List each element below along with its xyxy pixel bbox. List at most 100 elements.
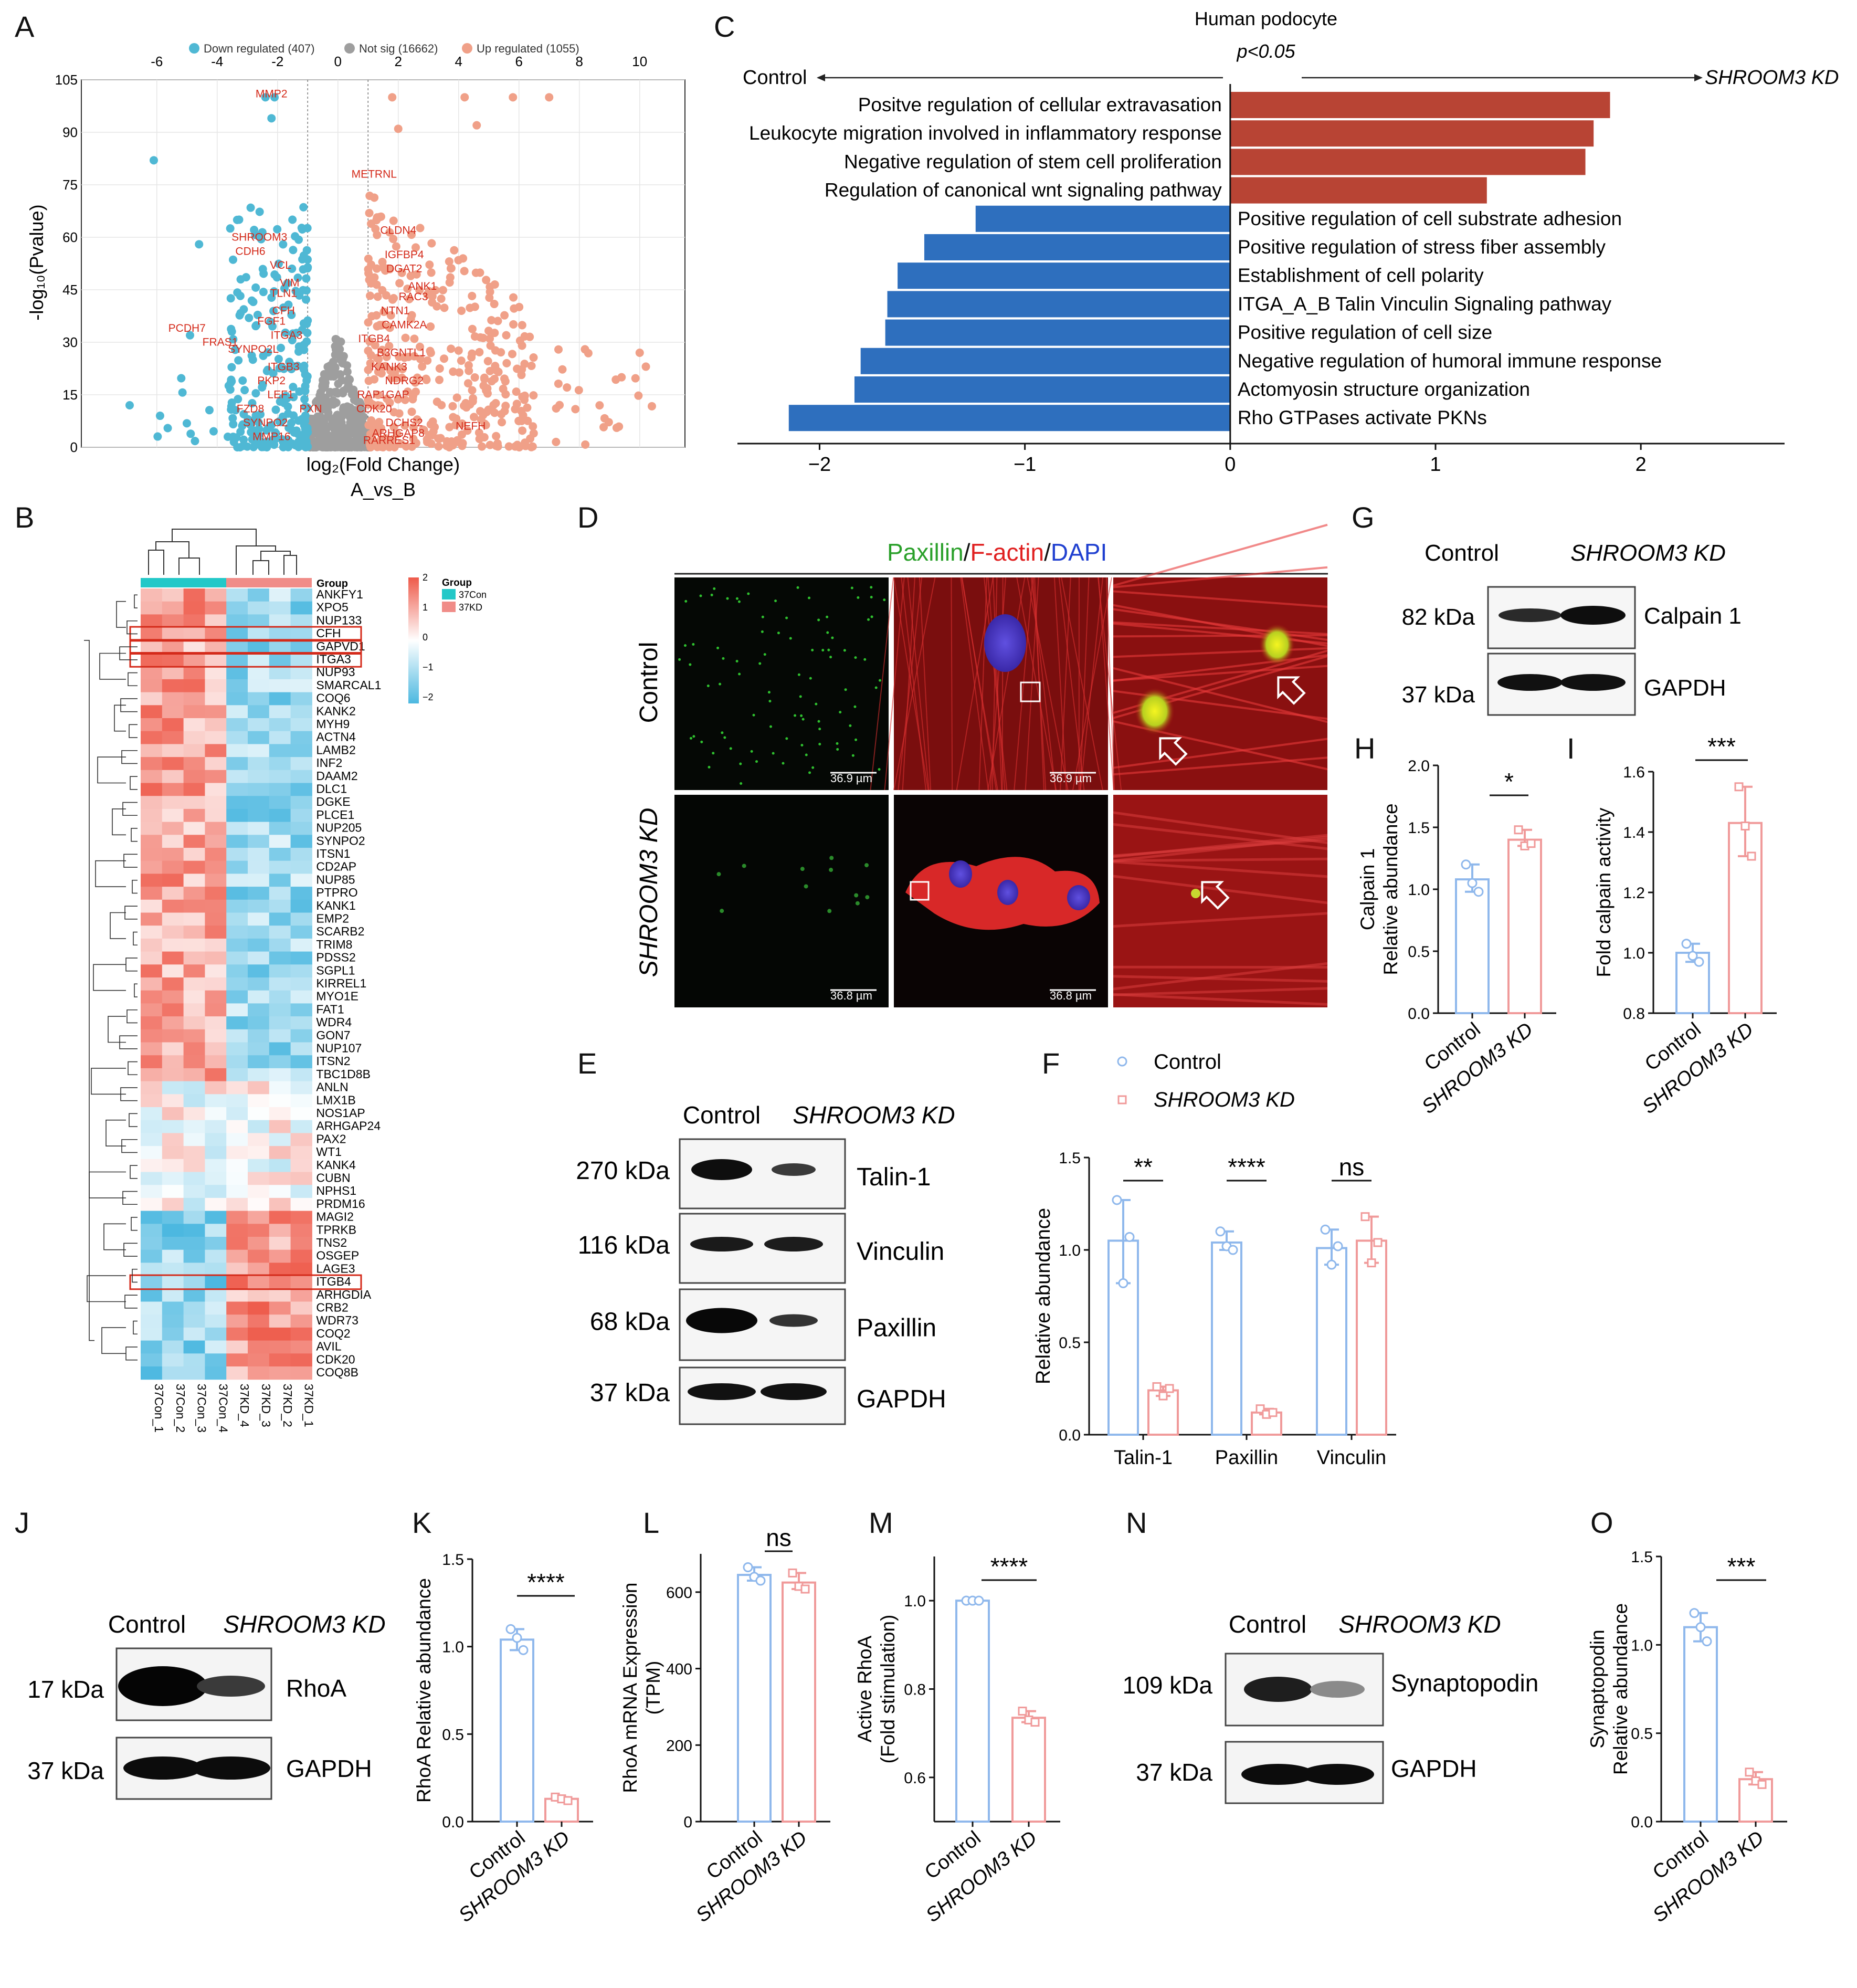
volcano-point xyxy=(267,293,276,302)
heatmap-group-header: Group xyxy=(316,578,348,590)
heatmap-cell xyxy=(290,1249,312,1263)
data-point xyxy=(1526,839,1536,848)
blot-j-protein-2: GAPDH xyxy=(286,1755,372,1782)
volcano-point xyxy=(301,370,310,379)
heatmap-cell xyxy=(205,601,227,615)
heatmap-cell xyxy=(205,1133,227,1146)
heatmap-cell xyxy=(162,1159,184,1172)
heatmap-cell xyxy=(141,1159,163,1172)
heatmap-cell xyxy=(226,912,248,926)
paxillin-speck xyxy=(689,737,692,740)
volcano-point xyxy=(345,404,354,413)
blot-n-kda-2: 37 kDa xyxy=(1136,1759,1212,1786)
pathway-x-tick-label: 2 xyxy=(1636,454,1647,476)
actin-fiber-zoom xyxy=(1113,665,1328,682)
heatmap-cell xyxy=(269,601,291,615)
gene-label-fgf1: FGF1 xyxy=(257,315,286,328)
volcano-point xyxy=(482,276,491,285)
dendrogram-branch xyxy=(101,1327,126,1354)
volcano-point xyxy=(529,391,538,400)
actin-fiber xyxy=(1025,577,1039,791)
heatmap-gene-label: NPHS1 xyxy=(316,1184,356,1197)
heatmap-cell xyxy=(248,1224,270,1237)
heatmap-cell xyxy=(205,822,227,835)
volcano-point xyxy=(432,397,441,406)
heatmap-cell xyxy=(290,1003,312,1017)
volcano-point xyxy=(398,364,407,373)
paxillin-speck xyxy=(768,700,772,703)
actin-fiber-zoom xyxy=(1113,566,1328,588)
volcano-point xyxy=(457,356,466,365)
heatmap-cell xyxy=(205,977,227,991)
volcano-point xyxy=(338,355,347,364)
heatmap-cell xyxy=(226,990,248,1004)
dendrogram-branch xyxy=(130,776,138,790)
heatmap-cell xyxy=(205,1249,227,1263)
heatmap-cell xyxy=(141,1327,163,1341)
y-tick-label: 1.5 xyxy=(442,1551,464,1569)
heatmap-cell xyxy=(226,1055,248,1069)
paxillin-speck xyxy=(809,677,812,680)
heatmap-cell xyxy=(205,874,227,887)
actin-fiber-zoom xyxy=(1113,857,1328,862)
panel-letter-b: B xyxy=(15,501,34,534)
volcano-point xyxy=(302,337,311,346)
heatmap-cell xyxy=(141,1197,163,1212)
actin-fiber-zoom xyxy=(1113,738,1328,769)
volcano-point xyxy=(437,294,446,303)
significance-label: ** xyxy=(1134,1153,1153,1181)
heatmap-cell xyxy=(248,783,270,796)
dendrogram-branch xyxy=(128,672,138,687)
heatmap-cell xyxy=(226,627,248,641)
gene-label-cfh: CFH xyxy=(272,305,295,317)
heatmap-cell xyxy=(269,990,291,1004)
dendrogram-branch xyxy=(132,1268,138,1283)
heatmap-cell xyxy=(226,692,248,706)
heatmap-cell xyxy=(290,1353,312,1367)
volcano-point xyxy=(389,235,398,244)
gene-label-fras1: FRAS1 xyxy=(203,336,238,349)
dendrogram-branch xyxy=(126,620,138,635)
heatmap-cell xyxy=(248,1211,270,1224)
heatmap-cell xyxy=(226,614,248,628)
data-bar xyxy=(1683,1626,1718,1823)
data-point xyxy=(1268,1408,1278,1417)
control-arrow-head xyxy=(817,74,825,81)
heatmap-cell xyxy=(248,640,270,654)
heatmap-cell xyxy=(162,1146,184,1160)
heatmap-cell xyxy=(290,925,312,939)
heatmap-gene-label: SCARB2 xyxy=(316,924,364,938)
volcano-point xyxy=(233,443,242,451)
arrow-icon xyxy=(1159,737,1188,766)
dendrogram-branch xyxy=(130,1165,138,1179)
heatmap-cell xyxy=(141,1146,163,1160)
volcano-point xyxy=(438,286,447,294)
data-point xyxy=(1695,1622,1706,1633)
heatmap-legend-con-label: 37Con xyxy=(459,590,487,600)
y-tick-label: 0.0 xyxy=(1631,1814,1653,1831)
paxillin-speck xyxy=(855,901,860,906)
heatmap-cell xyxy=(205,848,227,861)
volcano-point xyxy=(500,311,509,320)
volcano-point xyxy=(388,93,397,102)
heatmap-cell xyxy=(290,1314,312,1328)
heatmap-cell xyxy=(162,1042,184,1056)
heatmap-cell xyxy=(183,808,205,823)
volcano-point xyxy=(571,405,580,414)
heatmap-cell xyxy=(269,1120,291,1133)
heatmap-cell xyxy=(183,1301,205,1315)
heatmap-cell xyxy=(290,627,312,641)
pathway-bar xyxy=(885,319,1230,346)
microscopy-panel: Paxillin/F-actin/DAPI Control SHROOM3 KD… xyxy=(635,523,1328,1007)
heatmap-gene-label: PLCE1 xyxy=(316,808,354,822)
dendrogram-branch xyxy=(97,756,126,784)
heatmap-gene-label: PDSS2 xyxy=(316,951,355,964)
actin-fiber xyxy=(1027,577,1069,791)
data-point xyxy=(788,1568,797,1577)
heatmap-cell xyxy=(269,705,291,719)
legend-up-dot xyxy=(462,43,472,54)
heatmap-cell xyxy=(226,1146,248,1160)
heatmap-cell xyxy=(162,1301,184,1315)
volcano-point xyxy=(269,369,278,378)
